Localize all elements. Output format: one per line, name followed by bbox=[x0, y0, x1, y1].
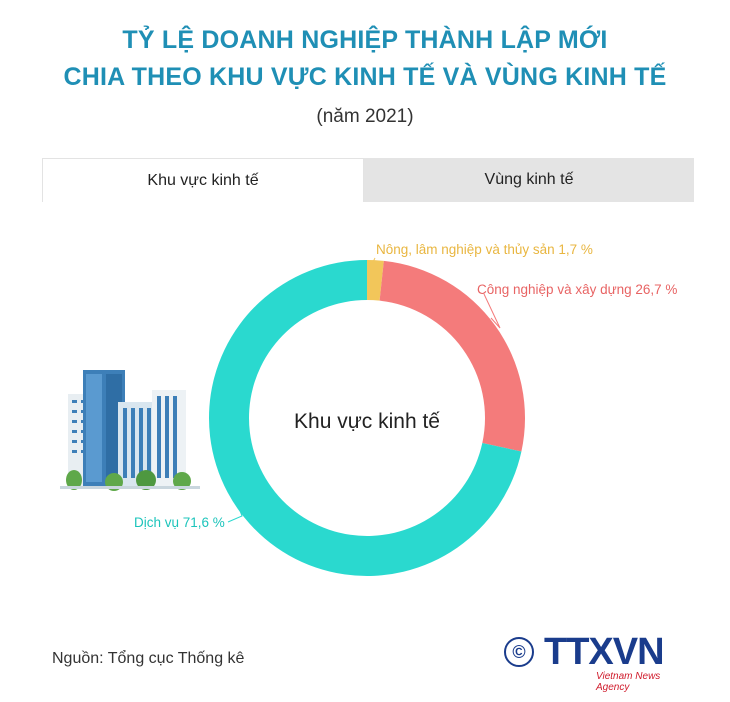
leader-line-industry bbox=[483, 293, 501, 329]
leader-line-agriculture bbox=[370, 257, 376, 267]
chart-title-line2: CHIA THEO KHU VỰC KINH TẾ VÀ VÙNG KINH T… bbox=[63, 63, 667, 91]
buildings-illustration bbox=[60, 370, 200, 491]
leader-line-services bbox=[227, 499, 243, 523]
source-note: Nguồn: Tổng cục Thống kê bbox=[52, 650, 245, 667]
ttxvn-logo: © TTXVN Vietnam News Agency bbox=[500, 631, 695, 693]
tab-bar: Khu vực kinh tế Vùng kinh tế bbox=[42, 158, 694, 202]
tab-economic-region[interactable]: Vùng kinh tế bbox=[364, 158, 694, 202]
donut-slices bbox=[209, 260, 525, 577]
data-label-services: Dịch vụ 71,6 % bbox=[134, 515, 225, 530]
data-label-agriculture: Nông, lâm nghiệp và thủy sản 1,7 % bbox=[376, 242, 593, 257]
slice-industry bbox=[379, 260, 525, 452]
copyright-icon: © bbox=[504, 637, 534, 667]
chart-title-line1: TỶ LỆ DOANH NGHIỆP THÀNH LẬP MỚI bbox=[122, 26, 608, 54]
slice-agriculture bbox=[367, 260, 384, 301]
data-label-industry: Công nghiệp và xây dựng 26,7 % bbox=[477, 282, 677, 297]
chart-subtitle: (năm 2021) bbox=[316, 106, 414, 127]
tab-economic-sector[interactable]: Khu vực kinh tế bbox=[42, 158, 364, 202]
logo-wordmark: TTXVN bbox=[544, 631, 665, 673]
donut-center-label: Khu vực kinh tế bbox=[294, 410, 440, 433]
logo-tagline: Vietnam News Agency bbox=[596, 671, 661, 693]
